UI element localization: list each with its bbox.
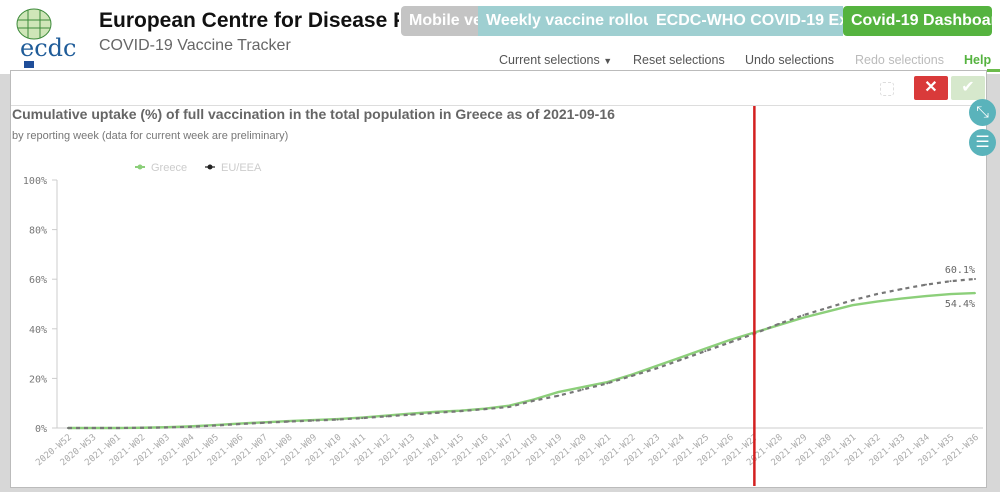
chart-subtitle: by reporting week (data for current week…	[12, 130, 289, 142]
data-point	[91, 427, 94, 429]
data-point	[557, 394, 560, 397]
data-point	[949, 293, 952, 296]
data-point	[410, 413, 413, 416]
tab-weekly-report[interactable]: Weekly vaccine rollout report	[478, 6, 648, 36]
data-point	[875, 293, 878, 296]
data-point	[214, 424, 217, 427]
current-selections-label: Current selections	[499, 53, 600, 67]
data-point	[851, 299, 854, 302]
data-point	[826, 310, 829, 313]
accent-bar	[987, 69, 1000, 72]
data-point	[728, 338, 731, 341]
data-point	[385, 415, 388, 418]
legend-label: Greece	[151, 162, 187, 174]
data-point	[924, 295, 927, 298]
data-point	[802, 314, 805, 317]
data-point	[974, 292, 976, 295]
data-point	[630, 374, 633, 377]
data-point	[67, 427, 69, 429]
data-point	[336, 418, 339, 421]
tab-explorer[interactable]: ECDC-WHO COVID-19 Explorer	[648, 6, 843, 36]
data-point	[189, 425, 192, 428]
data-point	[851, 304, 854, 307]
data-point	[655, 365, 658, 367]
org-name: European Centre for Disease Prevention a…	[99, 9, 399, 32]
data-point	[165, 426, 168, 429]
help-link[interactable]: Help	[964, 53, 992, 67]
y-tick-label: 100%	[23, 176, 47, 187]
chart-title: Cumulative uptake (%) of full vaccinatio…	[12, 106, 615, 122]
data-point	[483, 408, 486, 411]
data-point	[704, 347, 707, 350]
data-point	[532, 399, 535, 402]
data-point	[728, 341, 731, 344]
collapse-icon: ⤡	[976, 104, 989, 121]
y-tick-label: 0%	[35, 424, 47, 435]
ecdc-logo[interactable]: ecdc	[10, 6, 86, 70]
legend-marker	[137, 164, 143, 170]
panel-toolbar	[11, 71, 986, 106]
data-point	[949, 280, 952, 283]
end-label: 54.4%	[945, 299, 975, 310]
data-point	[900, 288, 903, 291]
data-point	[679, 356, 682, 359]
svg-text:ecdc: ecdc	[20, 34, 76, 62]
cancel-button[interactable]: ✕	[914, 76, 948, 100]
check-icon: ✔	[961, 79, 975, 96]
data-point	[875, 300, 878, 303]
series-line-greece	[68, 291, 976, 430]
caret-down-icon: ▼	[603, 56, 613, 66]
data-point	[287, 420, 290, 423]
y-tick-label: 80%	[29, 226, 47, 237]
data-point	[606, 382, 609, 385]
data-point	[557, 391, 560, 394]
data-point	[802, 316, 805, 319]
data-point	[924, 283, 927, 286]
series-line-eueea	[68, 277, 976, 430]
hamburger-icon: ☰	[975, 134, 990, 151]
data-point	[826, 306, 829, 309]
tab-dashboard[interactable]: Covid-19 Dashboard	[843, 6, 992, 36]
data-point	[263, 421, 266, 424]
legend-label: EU/EEA	[221, 162, 262, 174]
current-selections-button[interactable]: Current selections ▼	[499, 53, 612, 67]
chart-panel	[10, 70, 987, 488]
redo-selections-button[interactable]: Redo selections	[855, 53, 944, 67]
data-point	[581, 388, 584, 391]
menu-button[interactable]: ☰	[969, 129, 996, 156]
legend-marker	[207, 164, 213, 170]
exit-fullscreen-button[interactable]: ⤡	[969, 99, 996, 126]
close-icon: ✕	[924, 79, 938, 96]
data-point	[312, 419, 315, 422]
data-point	[679, 358, 682, 361]
data-point	[459, 410, 462, 413]
data-point	[974, 277, 976, 280]
end-label: 60.1%	[945, 265, 975, 276]
app-title: COVID-19 Vaccine Tracker	[99, 37, 291, 54]
data-point	[704, 350, 707, 353]
data-point	[238, 423, 241, 426]
data-point	[655, 367, 658, 370]
y-tick-label: 40%	[29, 325, 47, 336]
tab-mobile-version[interactable]: Mobile version	[401, 6, 478, 36]
snapshot-icon[interactable]	[880, 82, 894, 96]
y-tick-label: 60%	[29, 275, 47, 286]
data-point	[900, 297, 903, 300]
data-point	[361, 417, 364, 420]
data-point	[508, 405, 511, 408]
y-tick-label: 20%	[29, 374, 47, 385]
data-point	[434, 411, 437, 414]
data-point	[116, 427, 119, 429]
undo-selections-button[interactable]: Undo selections	[745, 53, 834, 67]
data-point	[140, 426, 143, 429]
data-point	[581, 386, 584, 389]
reset-selections-button[interactable]: Reset selections	[633, 53, 725, 67]
confirm-button[interactable]: ✔	[951, 76, 985, 100]
data-point	[777, 322, 780, 325]
